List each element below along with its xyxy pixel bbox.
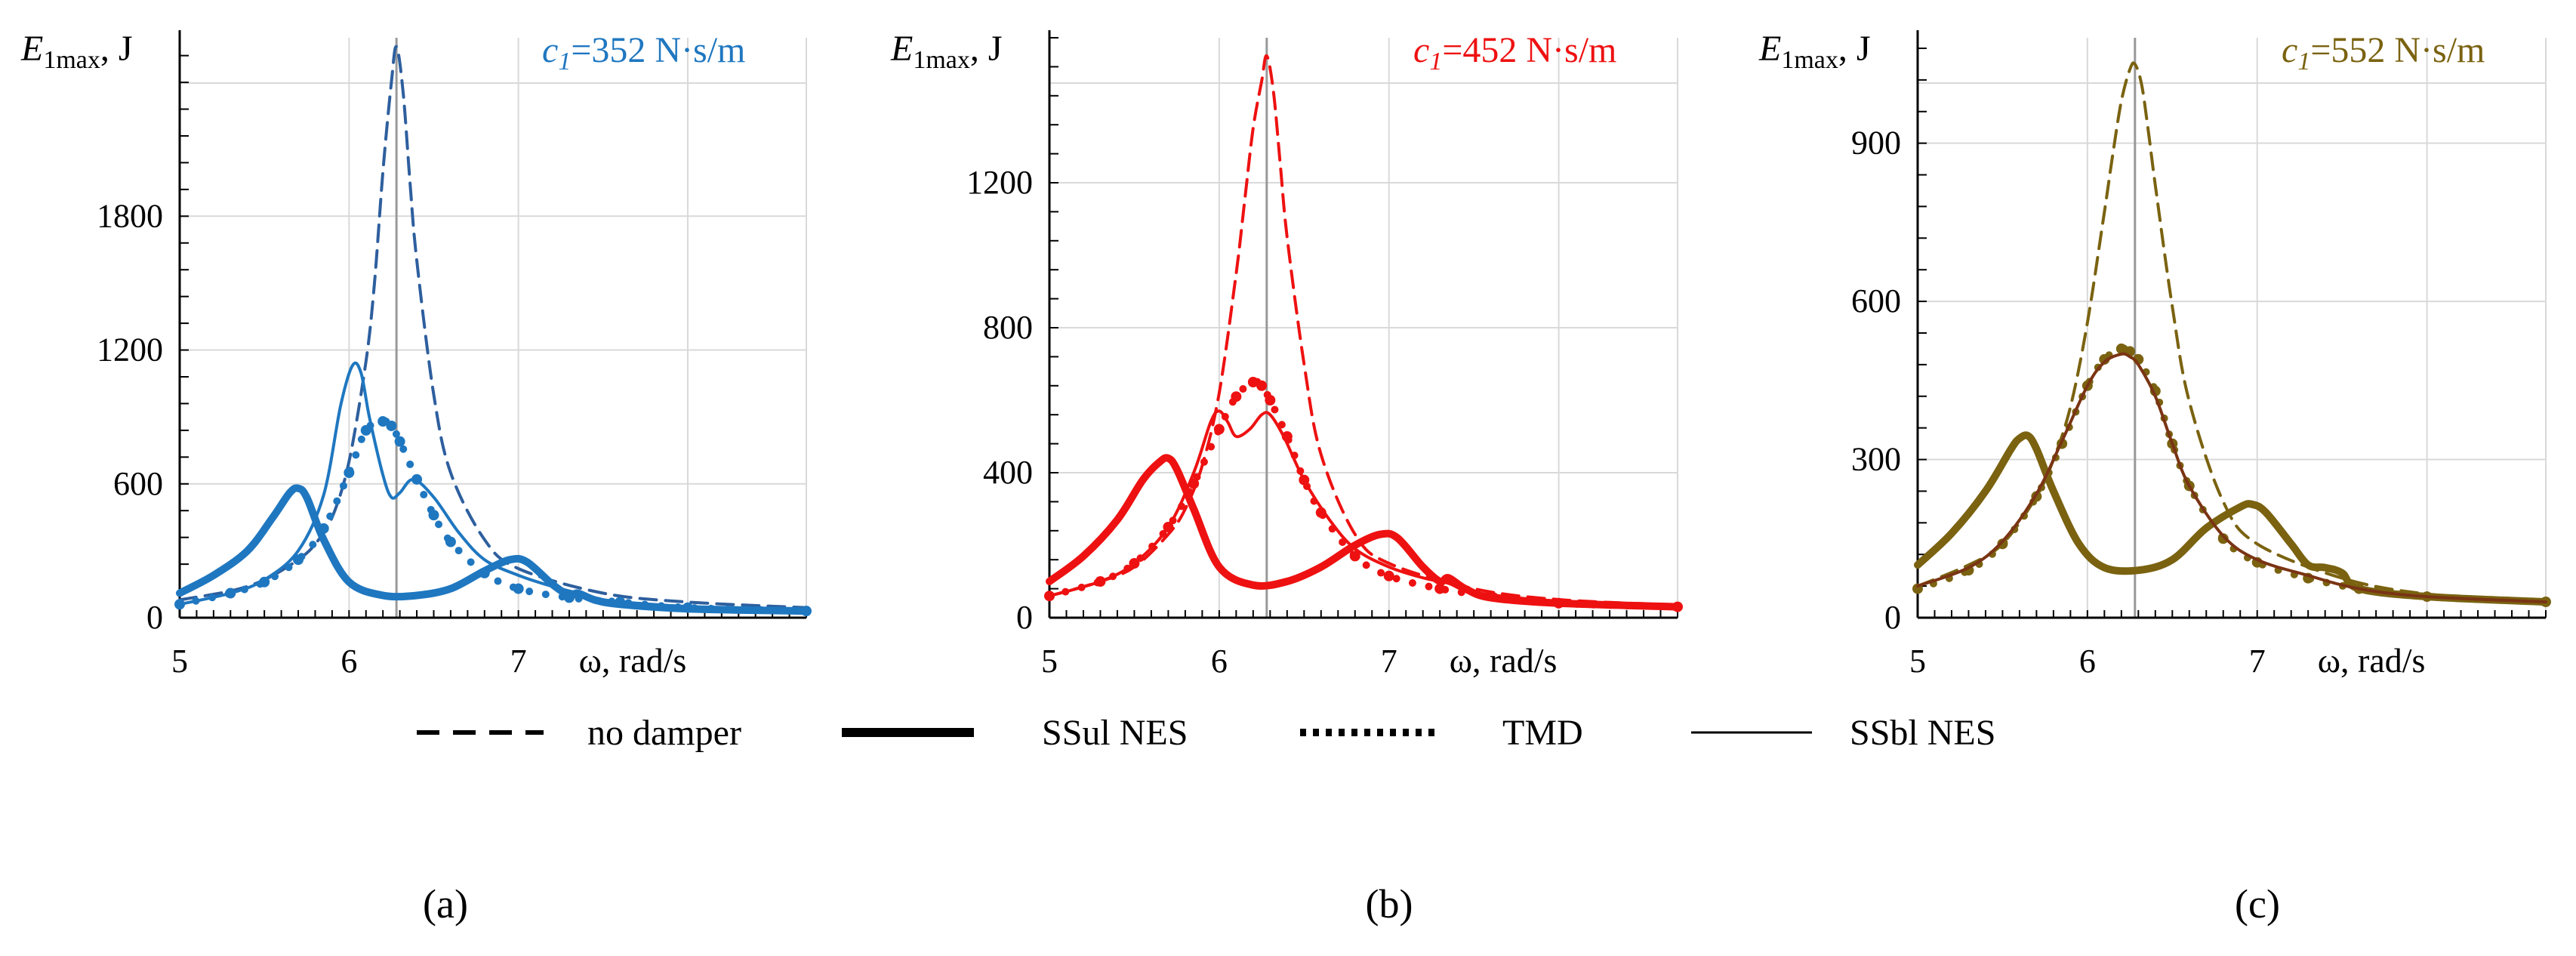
legend-item-tmd: TMD	[1300, 713, 1583, 753]
x-tick-label: 5	[1909, 643, 1926, 680]
x-tick-label: 5	[171, 643, 188, 680]
param-symbol: c	[2282, 30, 2297, 70]
series-ssul-nes	[1914, 431, 2550, 606]
y-axis-title: E1max, J	[890, 29, 1003, 74]
series-no-damper	[178, 45, 808, 609]
legend-label: no damper	[587, 713, 741, 753]
y-axis-title: E1max, J	[20, 29, 133, 74]
param-label: c1=352 N·s/m	[542, 30, 745, 76]
x-tick-label: 7	[2249, 643, 2266, 680]
y-axis-symbol: E	[1758, 29, 1781, 69]
y-tick-label: 1200	[97, 332, 163, 369]
param-label: c1=552 N·s/m	[2282, 30, 2485, 76]
y-axis-unit: , J	[100, 29, 133, 69]
legend-item-no-damper: no damper	[417, 713, 741, 753]
x-tick-label: 7	[1381, 643, 1397, 680]
x-axis-title: ω, rad/s	[1450, 641, 1558, 680]
x-axis-title: ω, rad/s	[579, 641, 687, 680]
y-axis-title: E1max, J	[1758, 29, 1871, 74]
panel-label: (c)	[2235, 881, 2280, 927]
series-ssul-nes	[1046, 454, 1681, 611]
data-point	[394, 436, 405, 447]
param-subscript: 1	[1429, 48, 1442, 76]
x-tick-label: 6	[1211, 643, 1228, 680]
series-ssul-nes	[176, 484, 810, 615]
y-axis-symbol: E	[890, 29, 913, 69]
y-tick-label: 600	[1851, 282, 1901, 319]
y-axis-symbol: E	[20, 29, 43, 69]
series-ssbl-nes	[1048, 409, 1679, 609]
x-axis-title: ω, rad/s	[2318, 641, 2426, 680]
param-subscript: 1	[2297, 48, 2310, 76]
y-tick-label: 1800	[97, 197, 163, 234]
chart-panel-b: 0 400 800 1200 5 6 7 ω, rad/s E1max, J c1=452 N·s…	[890, 29, 1683, 927]
param-value: =352 N·s/m	[571, 30, 745, 70]
series-ssbl-nes	[178, 361, 808, 612]
x-tick-label: 5	[1041, 643, 1058, 680]
legend-label: TMD	[1502, 713, 1583, 753]
x-tick-label: 6	[2079, 643, 2096, 680]
y-tick-label: 800	[983, 309, 1033, 346]
param-subscript: 1	[558, 48, 571, 76]
panel-label: (a)	[423, 881, 468, 927]
series-ssbl-nes	[1916, 352, 2547, 604]
legend: no damper SSul NES TMD SSbl NES	[417, 713, 1995, 753]
param-value: =452 N·s/m	[1442, 30, 1616, 70]
chart-panel-c: 0 300 600 900 5 6 7 ω, rad/s E1max, J c1=552 N·s/…	[1758, 29, 2551, 927]
legend-item-ssbl-nes: SSbl NES	[1691, 713, 1995, 753]
y-axis-subscript: 1max	[1781, 46, 1838, 74]
data-point	[563, 592, 575, 603]
y-tick-label: 1200	[966, 164, 1033, 201]
y-axis-unit: , J	[1838, 29, 1871, 69]
series-line	[1046, 378, 1681, 611]
y-tick-label: 0	[1016, 599, 1033, 636]
y-tick-label: 900	[1851, 125, 1901, 162]
y-tick-label: 600	[113, 465, 163, 502]
param-symbol: c	[542, 30, 558, 70]
series-tmd	[1044, 377, 1683, 612]
x-tick-label: 7	[510, 643, 527, 680]
series-tmd	[1912, 343, 2551, 608]
legend-label: SSul NES	[1042, 713, 1188, 753]
param-label: c1=452 N·s/m	[1413, 30, 1616, 76]
y-tick-label: 0	[1884, 599, 1901, 636]
y-tick-label: 0	[146, 599, 163, 636]
panel-label: (b)	[1366, 881, 1413, 927]
y-axis-subscript: 1max	[913, 46, 970, 74]
x-tick-label: 6	[340, 643, 357, 680]
legend-label: SSbl NES	[1850, 713, 1995, 753]
y-tick-label: 300	[1851, 441, 1901, 478]
y-tick-label: 400	[983, 454, 1033, 491]
y-axis-unit: , J	[970, 29, 1003, 69]
param-symbol: c	[1413, 30, 1429, 70]
y-axis-subscript: 1max	[43, 46, 100, 74]
legend-item-ssul-nes: SSul NES	[842, 713, 1188, 753]
chart-panel-a: 0 600 1200 1800 5 6 7 ω, rad/s E1max, J c1=352 N·…	[20, 29, 812, 927]
param-value: =552 N·s/m	[2310, 30, 2485, 70]
data-point	[1383, 570, 1394, 581]
series-no-damper	[1048, 54, 1679, 607]
series-line	[1914, 344, 2550, 606]
